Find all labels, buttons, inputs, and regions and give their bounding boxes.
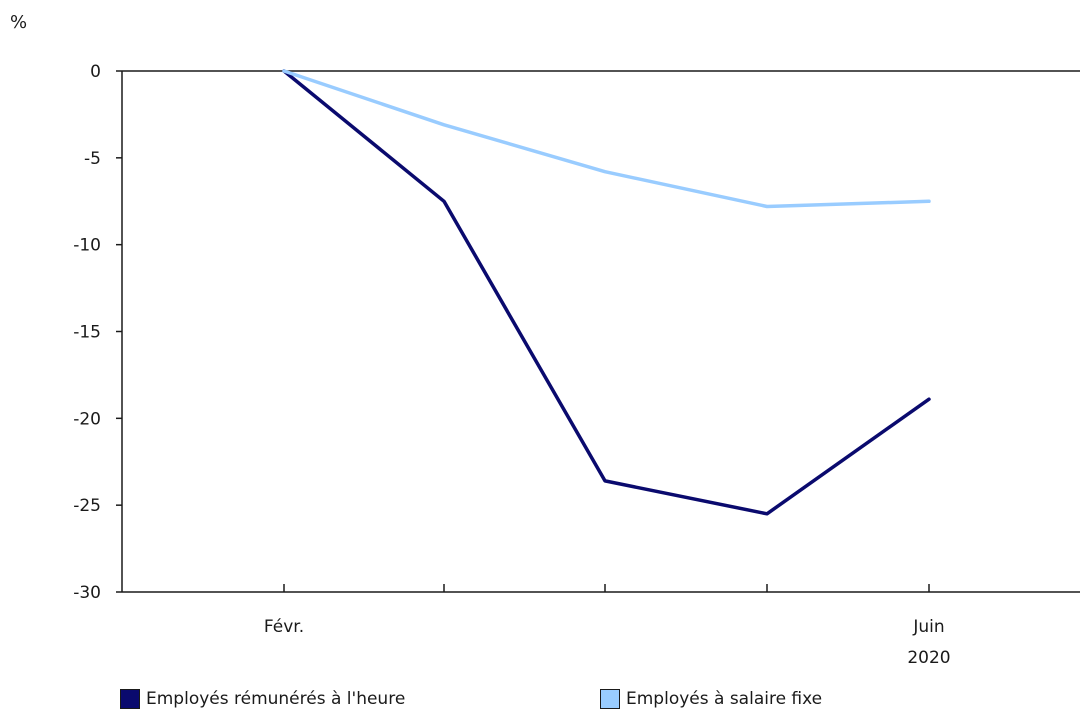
axes [116, 70, 1080, 593]
legend-swatch-hourly [120, 689, 140, 709]
y-tick-label: -15 [73, 323, 101, 343]
y-tick-label: 0 [90, 62, 101, 82]
legend-item-salaried: Employés à salaire fixe [600, 689, 822, 709]
x-tick-label: Juin [912, 617, 944, 637]
legend-label-salaried: Employés à salaire fixe [626, 689, 823, 709]
y-tick-label: -20 [73, 409, 101, 429]
y-axis-label: % [10, 12, 27, 33]
series-lines [282, 69, 931, 516]
x-tick-label: Févr. [264, 617, 304, 637]
legend-label-hourly: Employés rémunérés à l'heure [146, 689, 406, 709]
y-tick-label: -25 [73, 496, 101, 516]
series-line-salaried [282, 69, 931, 209]
legend-item-hourly: Employés rémunérés à l'heure [120, 689, 405, 709]
x-year-label: 2020 [907, 648, 950, 668]
y-tick-label: -10 [73, 236, 101, 256]
tick-labels: 0 -5 -10 -15 -20 -25 -30 Févr. Juin 2020 [73, 62, 950, 668]
y-tick-label: -30 [73, 583, 101, 603]
series-line-hourly [282, 69, 931, 516]
y-tick-label: -5 [84, 149, 101, 169]
legend-swatch-salaried [600, 689, 620, 709]
